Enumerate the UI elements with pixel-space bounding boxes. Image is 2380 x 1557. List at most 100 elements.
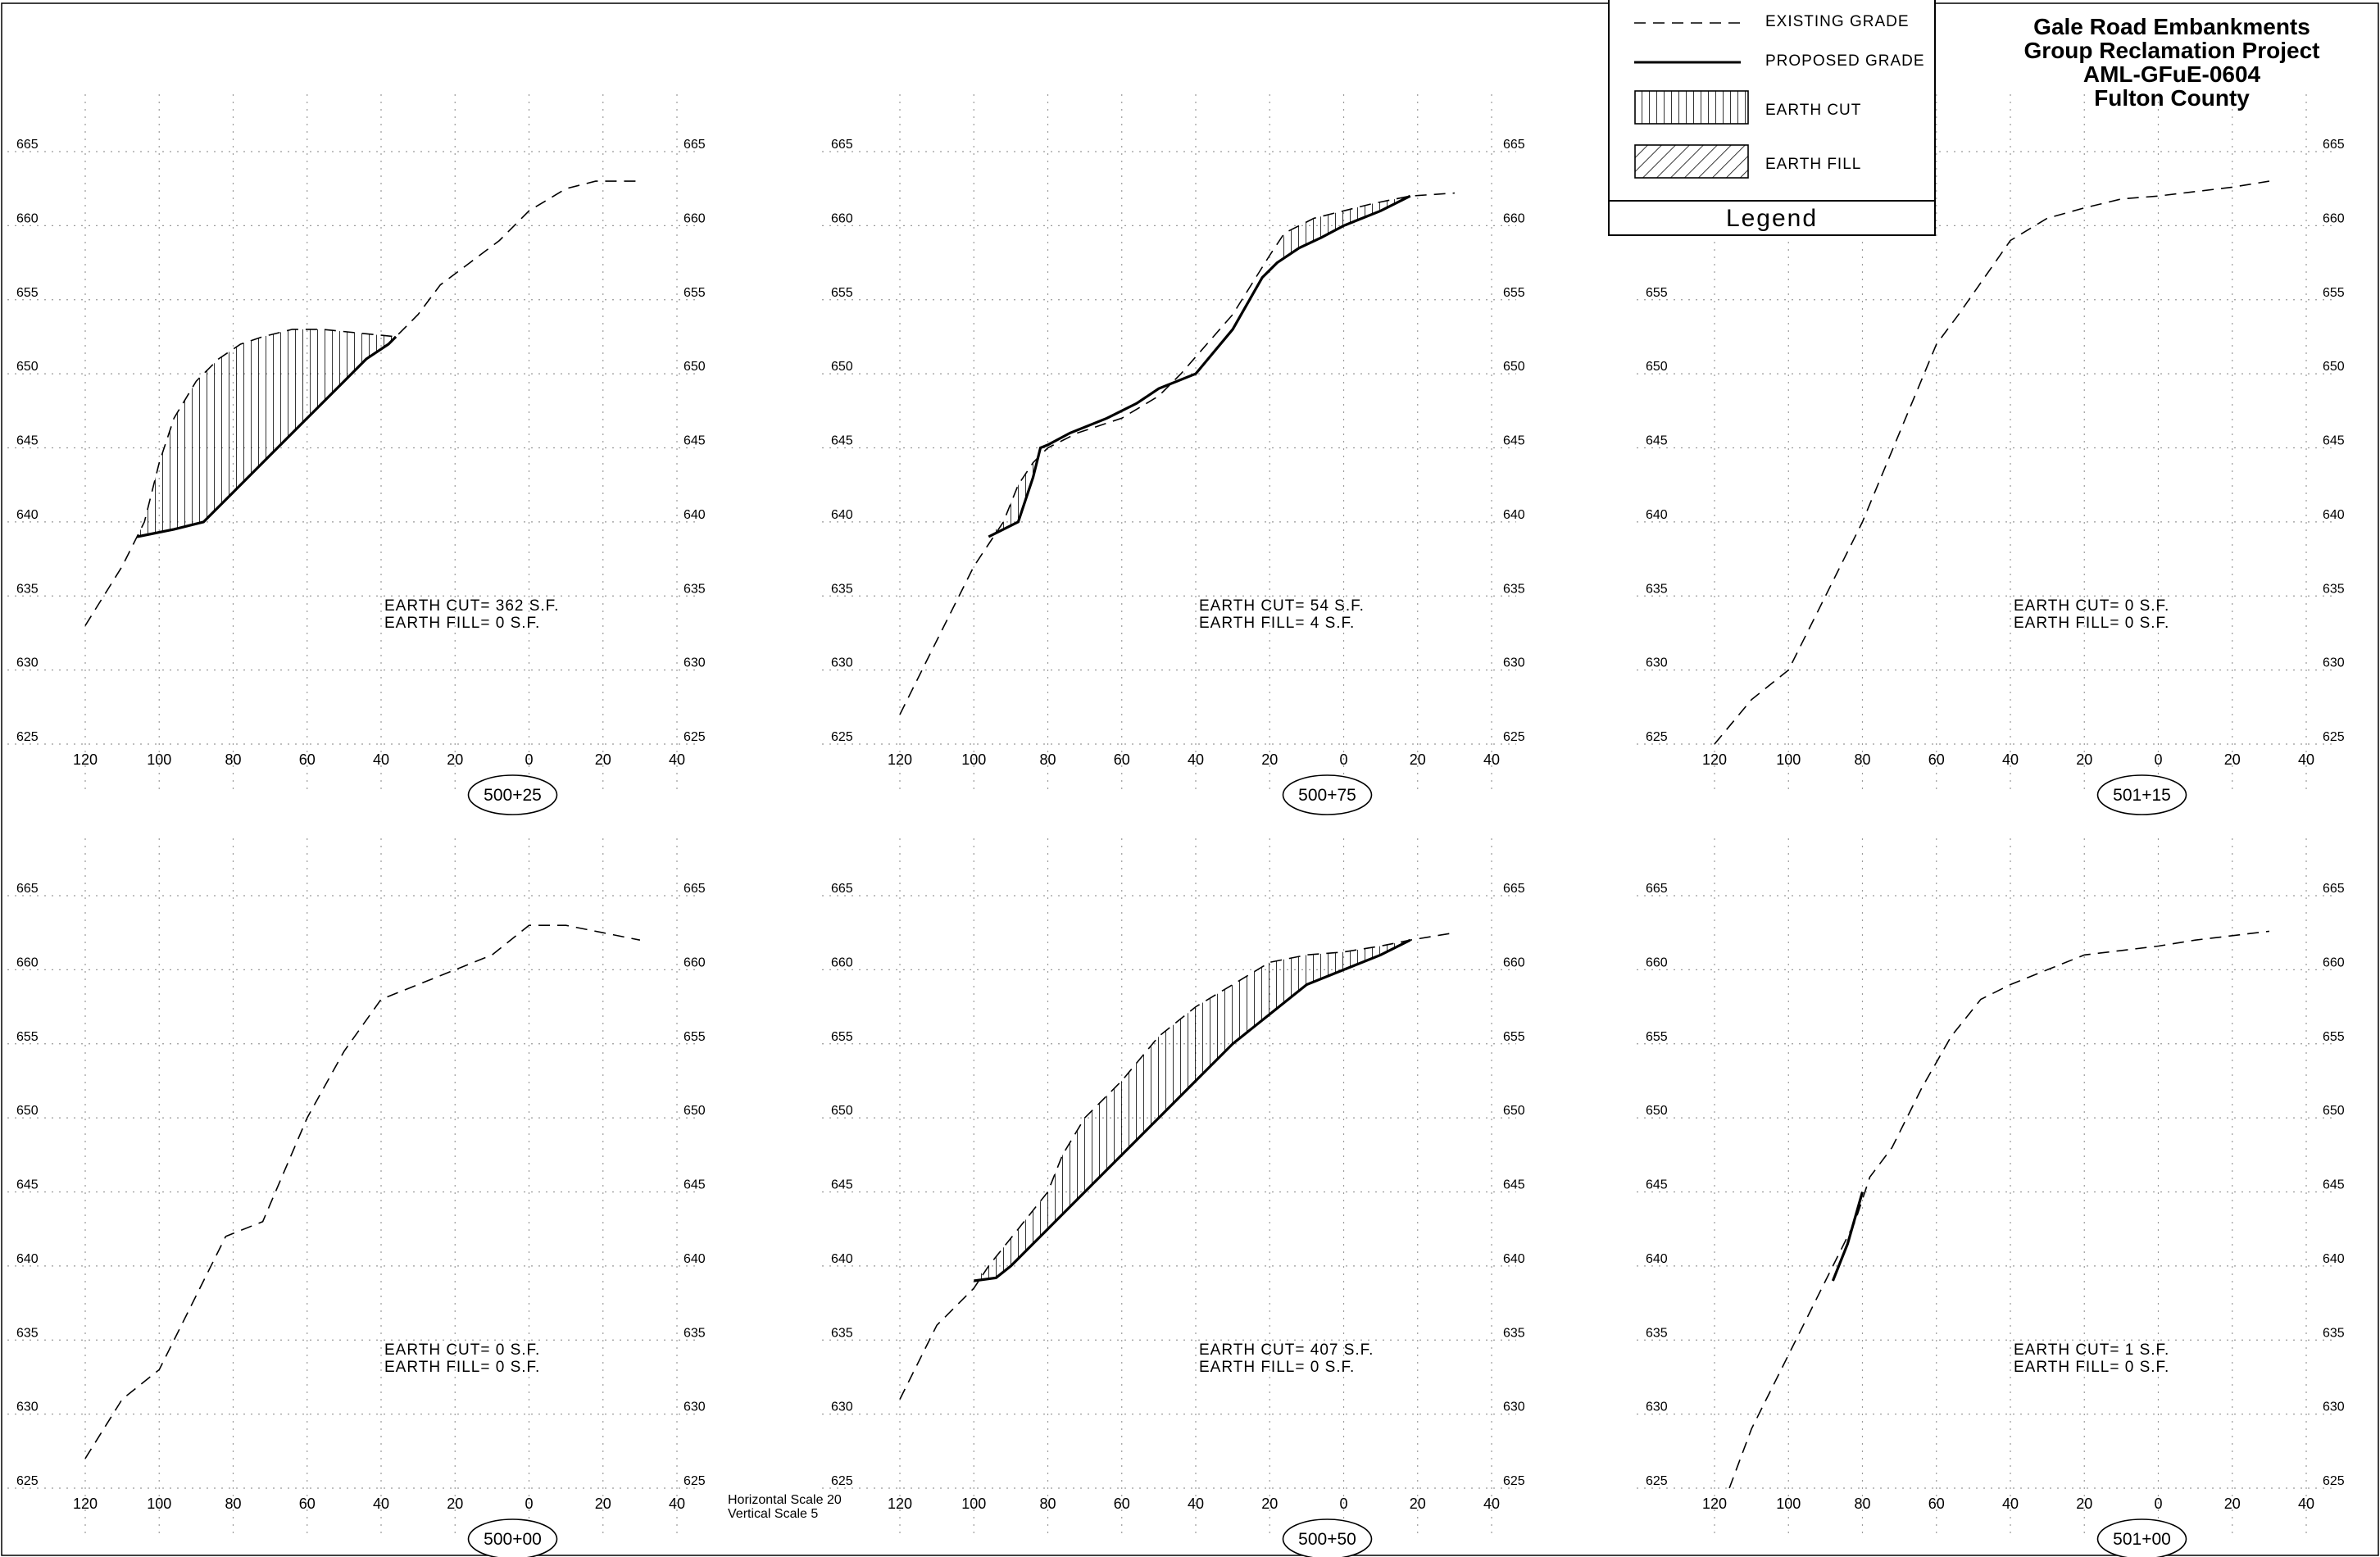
proposed-grade-line — [136, 335, 397, 538]
y-tick-label-right: 660 — [1503, 956, 1525, 969]
x-tick-label: 40 — [1188, 1496, 1204, 1512]
earth-cut-area — [988, 447, 1041, 537]
earth-cut-area — [974, 940, 1410, 1281]
station-ellipse — [2096, 774, 2187, 815]
y-tick-label-right: 655 — [684, 1030, 706, 1044]
y-tick-label-left: 645 — [1646, 1178, 1668, 1192]
legend-cut-label: EARTH CUT — [1765, 102, 1862, 119]
x-tick-label: 20 — [1410, 1496, 1426, 1512]
x-tick-label: 120 — [888, 1496, 912, 1512]
y-tick-label-right: 640 — [2323, 508, 2345, 522]
x-tick-label: 60 — [1114, 1496, 1130, 1512]
station-label: 501+15 — [2113, 786, 2171, 805]
x-tick-label: 60 — [1114, 751, 1130, 768]
station-ellipse — [467, 774, 558, 815]
legend-fill-symbol — [1634, 144, 1749, 179]
y-tick-label-right: 645 — [2323, 434, 2345, 448]
earth-fill-quantity: EARTH FILL= 4 S.F. — [1199, 615, 1355, 632]
vertical-scale: Vertical Scale 5 — [728, 1507, 819, 1521]
y-tick-label-left: 660 — [1646, 956, 1668, 969]
y-tick-label-right: 625 — [684, 1474, 706, 1488]
section-panel-501+00: 625 625 630 630 635 635 640 640 645 645 650 650 655 6… — [1637, 838, 2345, 1557]
y-tick-label-left: 655 — [16, 286, 39, 300]
y-tick-label-left: 645 — [1646, 434, 1668, 448]
x-tick-label: 20 — [595, 1496, 611, 1512]
y-tick-label-left: 625 — [1646, 1474, 1668, 1488]
legend-proposed-symbol — [1634, 61, 1741, 64]
y-tick-label-left: 655 — [16, 1030, 39, 1044]
x-tick-label: 20 — [2224, 1496, 2241, 1512]
x-tick-label: 40 — [669, 1496, 685, 1512]
y-tick-label-left: 635 — [1646, 1326, 1668, 1340]
x-tick-label: 20 — [2076, 1496, 2092, 1512]
y-tick-label-right: 625 — [2323, 730, 2345, 744]
y-tick-label-right: 625 — [684, 730, 706, 744]
existing-grade-line — [84, 924, 641, 1459]
y-tick-label-left: 640 — [16, 508, 39, 522]
y-tick-label-left: 665 — [16, 882, 39, 896]
x-tick-label: 120 — [888, 751, 912, 768]
earth-fill-quantity: EARTH FILL= 0 S.F. — [1199, 1359, 1355, 1376]
y-tick-label-right: 640 — [684, 508, 706, 522]
scale-note: Horizontal Scale 20 Vertical Scale 5 — [728, 1493, 842, 1521]
x-tick-label: 20 — [447, 751, 463, 768]
legend-existing-label: EXISTING GRADE — [1765, 13, 1910, 30]
y-tick-label-left: 635 — [831, 582, 853, 596]
y-tick-label-left: 650 — [831, 360, 853, 374]
proposed-grade-line — [974, 938, 1411, 1282]
x-tick-label: 40 — [2298, 751, 2314, 768]
y-tick-label-right: 625 — [2323, 1474, 2345, 1488]
y-tick-label-right: 640 — [1503, 1252, 1525, 1266]
y-tick-label-right: 650 — [1503, 360, 1525, 374]
title-line-1: Gale Road Embankments — [2033, 14, 2310, 39]
x-tick-label: 0 — [2154, 1496, 2162, 1512]
y-tick-label-left: 645 — [831, 434, 853, 448]
y-tick-label-right: 635 — [684, 582, 706, 596]
y-tick-label-left: 630 — [1646, 1400, 1668, 1414]
y-tick-label-right: 650 — [2323, 360, 2345, 374]
x-tick-label: 60 — [299, 751, 316, 768]
earth-fill-quantity: EARTH FILL= 0 S.F. — [384, 615, 540, 632]
y-tick-label-left: 650 — [831, 1104, 853, 1118]
x-tick-label: 40 — [2298, 1496, 2314, 1512]
x-tick-label: 40 — [2002, 751, 2019, 768]
x-tick-label: 100 — [1776, 751, 1801, 768]
earth-cut-quantity: EARTH CUT= 1 S.F. — [2014, 1341, 2169, 1359]
y-tick-label-right: 660 — [684, 956, 706, 969]
y-tick-label-left: 665 — [831, 138, 853, 152]
x-tick-label: 120 — [73, 1496, 98, 1512]
y-tick-label-right: 645 — [684, 1178, 706, 1192]
legend-fill-label: EARTH FILL — [1765, 156, 1862, 173]
station-label: 501+00 — [2113, 1530, 2171, 1549]
station-ellipse — [1282, 774, 1373, 815]
y-tick-label-right: 665 — [2323, 138, 2345, 152]
y-tick-label-right: 665 — [684, 882, 706, 896]
station-label: 500+50 — [1298, 1530, 1356, 1549]
legend-fill-row: EARTH FILL — [1610, 144, 1934, 185]
x-tick-label: 80 — [1854, 1496, 1870, 1512]
x-tick-label: 80 — [225, 751, 241, 768]
x-tick-label: 120 — [1702, 751, 1727, 768]
x-tick-label: 40 — [373, 751, 389, 768]
y-tick-label-right: 645 — [684, 434, 706, 448]
title-block: Gale Road Embankments Group Reclamation … — [1992, 15, 2352, 110]
y-tick-label-left: 630 — [831, 1400, 853, 1414]
station-label: 500+25 — [484, 786, 542, 805]
y-tick-label-right: 640 — [684, 1252, 706, 1266]
y-tick-label-right: 660 — [1503, 211, 1525, 225]
section-panel-500+25: 625 625 630 630 635 635 640 640 645 645 650 650 655 6… — [7, 94, 706, 815]
y-tick-label-left: 645 — [16, 434, 39, 448]
y-tick-label-right: 625 — [1503, 730, 1525, 744]
existing-grade-line — [899, 932, 1456, 1400]
earth-cut-quantity: EARTH CUT= 0 S.F. — [2014, 597, 2169, 615]
x-tick-label: 40 — [2002, 1496, 2019, 1512]
y-tick-label-right: 630 — [2323, 656, 2345, 670]
legend-existing-row: EXISTING GRADE — [1610, 7, 1934, 48]
title-line-4: Fulton County — [2094, 85, 2250, 111]
x-tick-label: 100 — [147, 1496, 171, 1512]
y-tick-label-right: 630 — [1503, 656, 1525, 670]
y-tick-label-left: 650 — [1646, 360, 1668, 374]
x-tick-label: 0 — [1339, 751, 1347, 768]
y-tick-label-right: 635 — [1503, 582, 1525, 596]
y-tick-label-left: 655 — [831, 286, 853, 300]
